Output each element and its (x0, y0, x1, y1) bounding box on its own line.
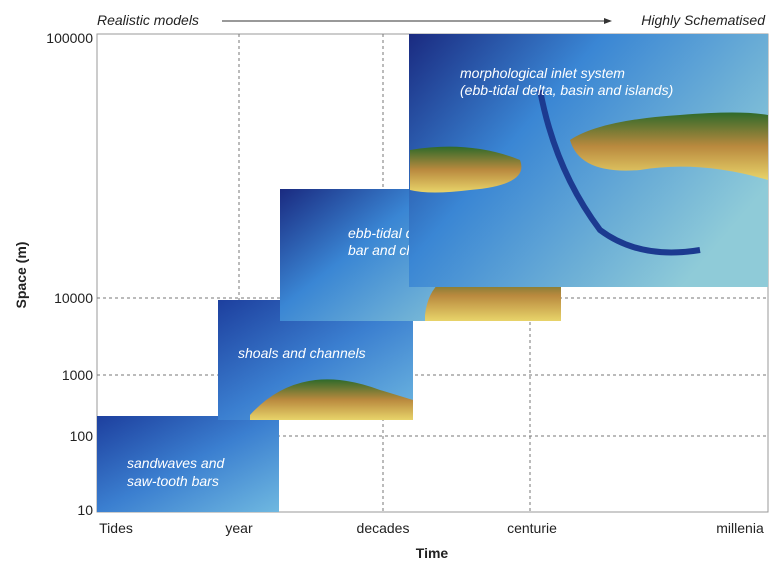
panel: shoals and channels (218, 300, 413, 420)
header-right: Highly Schematised (641, 12, 766, 28)
header-left: Realistic models (97, 12, 199, 28)
x-tick-label: millenia (716, 520, 764, 536)
y-tick-label: 100 (70, 428, 94, 444)
y-tick-label: 10000 (54, 290, 93, 306)
panel: sandwaves and saw-tooth bars (97, 416, 279, 512)
y-tick-label: 1000 (62, 367, 93, 383)
arrow-head (604, 18, 612, 24)
panel-label: shoals and channels (238, 345, 366, 361)
panel-label: morphological inlet system (460, 65, 625, 81)
y-tick-label: 100000 (46, 30, 93, 46)
y-axis-title: Space (m) (13, 242, 29, 309)
x-axis: Tides year decades centurie millenia Tim… (99, 520, 764, 561)
panel: morphological inlet system (ebb-tidal de… (409, 34, 768, 287)
x-axis-title: Time (416, 545, 449, 561)
panel-label: (ebb-tidal delta, basin and islands) (460, 82, 673, 98)
x-tick-label: centurie (507, 520, 557, 536)
y-tick-label: 10 (77, 502, 93, 518)
panel-label: sandwaves and (127, 455, 226, 471)
y-axis: 100000 10000 1000 100 10 Space (m) (13, 30, 93, 518)
x-tick-label: Tides (99, 520, 133, 536)
panel-label: saw-tooth bars (127, 473, 219, 489)
x-tick-label: decades (357, 520, 410, 536)
x-tick-label: year (225, 520, 253, 536)
